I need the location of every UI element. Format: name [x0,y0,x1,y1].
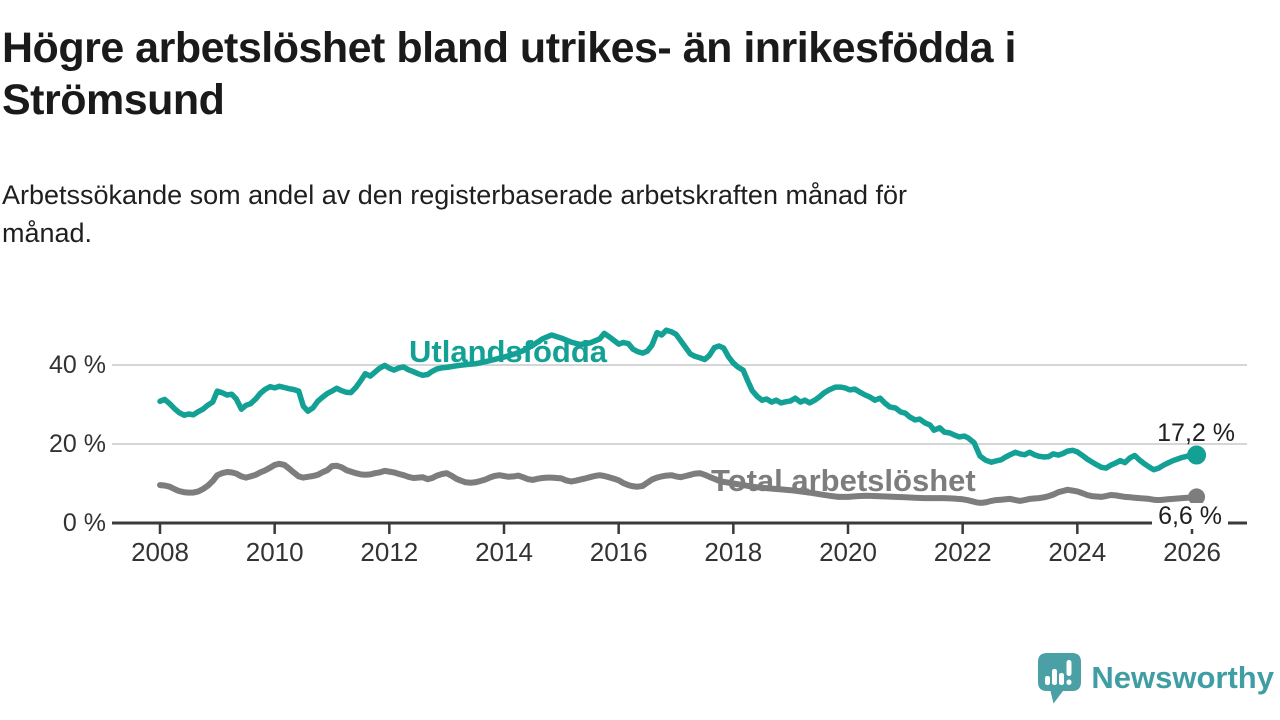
newsworthy-logo-icon [1038,652,1082,703]
end-value-label-total-arbetsloshet: 6,6 % [1152,503,1228,529]
series-line-utlandsfodda [157,327,1200,473]
page-title: Högre arbetslöshet bland utrikes- än inr… [2,22,1182,126]
x-tick-label-2010: 2010 [245,537,304,567]
page-title-line-1: Högre arbetslöshet bland utrikes- än inr… [2,24,1016,72]
newsworthy-brand: Newsworthy [1037,648,1274,708]
x-tick-label-2016: 2016 [589,537,648,567]
x-tick-label-2026: 2026 [1163,537,1221,567]
chart-subtitle-line-2: månad. [2,218,93,248]
x-tick-label-2020: 2020 [819,537,877,567]
series-label-utlandsfodda: Utlandsfödda [409,334,608,369]
series-end-dot-total-arbetsloshet [1188,488,1206,506]
x-tick-label-2024: 2024 [1048,537,1107,567]
series-label-total-arbetsloshet: Total arbetslöshet [711,463,976,498]
x-tick-label-2022: 2022 [933,537,992,567]
x-tick-label-2018: 2018 [704,537,763,567]
brand-name: Newsworthy [1091,660,1274,695]
chart-subtitle: Arbetssökande som andel av den registerb… [2,176,1182,252]
series-line-total-arbetsloshet [157,460,1200,506]
end-value-label-utlandsfodda: 17,2 % [1157,419,1235,447]
y-tick-label-20: 20 % [49,430,106,458]
series-end-dot-utlandsfodda [1187,445,1207,465]
x-tick-label-2014: 2014 [475,537,533,567]
x-tick-label-2008: 2008 [131,537,189,567]
page-title-line-2: Strömsund [2,76,225,124]
chart-subtitle-line-1: Arbetssökande som andel av den registerb… [2,180,908,210]
y-tick-label-0: 0 % [62,509,106,537]
x-tick-label-2012: 2012 [360,537,419,567]
y-tick-label-40: 40 % [49,351,106,379]
